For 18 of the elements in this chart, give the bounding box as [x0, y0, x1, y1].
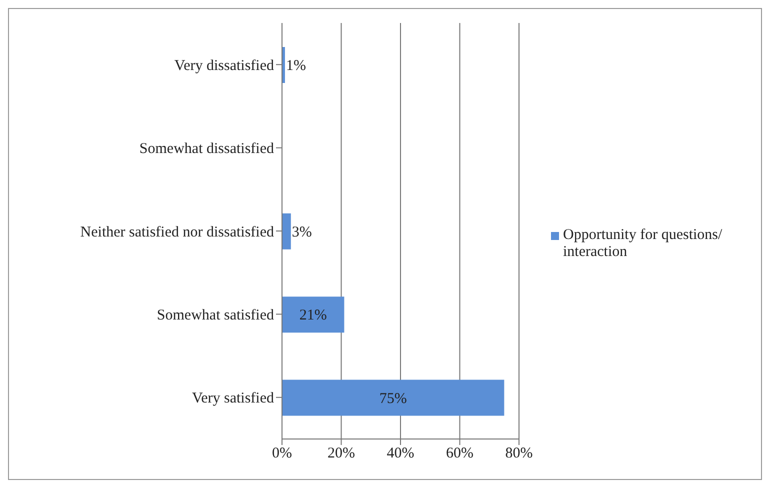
data-label: 75% [379, 390, 407, 407]
data-label: 21% [299, 308, 327, 324]
x-tick-label: 0% [272, 446, 292, 462]
legend-label: Opportunity for questions/ interaction [563, 227, 724, 261]
x-tick-label: 80% [505, 446, 533, 462]
bar [282, 380, 504, 416]
data-label: 1% [286, 58, 306, 74]
y-tick-label: Very satisfied [192, 390, 274, 407]
y-tick-label: Very dissatisfied [174, 58, 274, 74]
x-tick-label: 20% [328, 446, 355, 462]
y-tick-label: Somewhat dissatisfied [139, 141, 274, 158]
x-tick-label: 40% [386, 446, 414, 462]
y-tick-label: Somewhat satisfied [156, 308, 274, 324]
bar [282, 296, 344, 333]
x-tick-label: 60% [446, 446, 474, 462]
data-label: 3% [292, 224, 312, 240]
bar [282, 213, 291, 250]
y-tick-label: Neither satisfied nor dissatisfied [80, 224, 274, 240]
